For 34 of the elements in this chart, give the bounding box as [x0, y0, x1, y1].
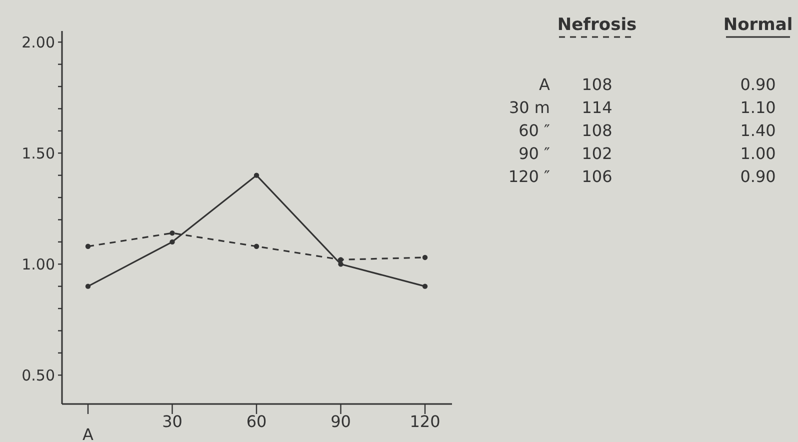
point — [254, 244, 260, 249]
text: 108 — [582, 121, 612, 140]
y-tick-label: 0.50 — [22, 366, 55, 384]
point — [85, 284, 91, 289]
point — [422, 254, 428, 260]
point — [170, 239, 175, 245]
text: 30 m — [508, 98, 550, 117]
y-tick-label: 2.00 — [22, 33, 55, 52]
x-tick-label: 90 — [330, 412, 351, 431]
point — [422, 284, 428, 289]
text: Normal — [723, 15, 793, 35]
text: 90 ″ — [518, 144, 550, 163]
y-tick-label: 1.00 — [22, 255, 55, 274]
point — [338, 262, 344, 267]
text: 60 ″ — [518, 121, 550, 140]
x-tick-label: 60 — [246, 412, 267, 431]
x-tick-label: 30 — [162, 412, 182, 431]
text: 1.10 — [740, 98, 776, 117]
point — [170, 230, 175, 236]
text: 120 ″ — [508, 167, 550, 186]
text: 114 — [582, 98, 612, 117]
point — [85, 244, 91, 249]
text: 1.00 — [740, 144, 776, 163]
text: 108 — [582, 75, 612, 94]
x-tick-label: 120 — [410, 412, 440, 431]
text: 102 — [582, 144, 612, 163]
text: A — [539, 75, 550, 94]
text: 1.40 — [740, 121, 776, 140]
text: 0.90 — [740, 167, 776, 186]
text: 0.90 — [740, 75, 776, 94]
text: 106 — [582, 167, 612, 186]
point — [254, 172, 260, 178]
y-tick-label: 1.50 — [22, 144, 55, 162]
text: Nefrosis — [557, 15, 637, 35]
